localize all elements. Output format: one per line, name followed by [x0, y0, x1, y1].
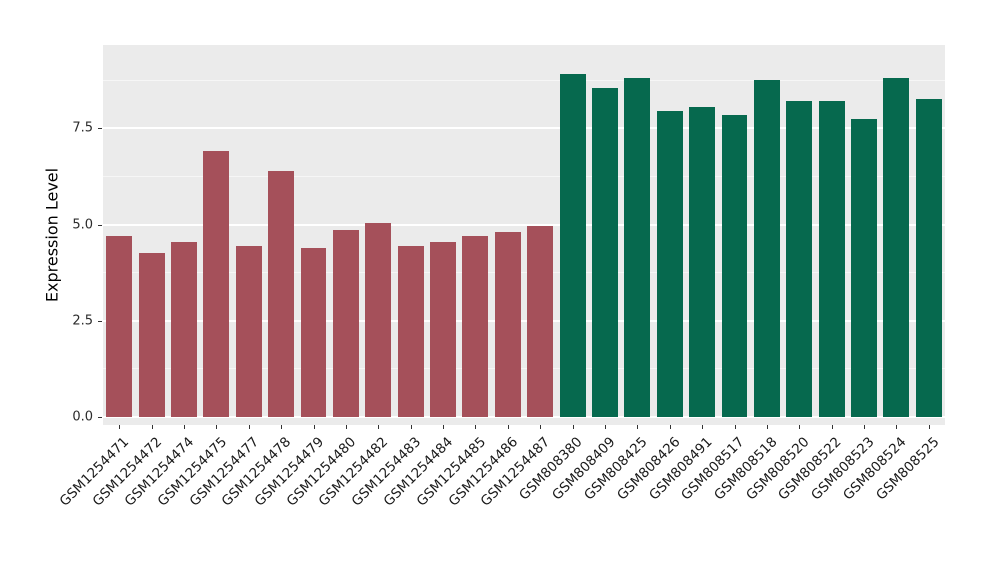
bar — [171, 241, 197, 417]
bar — [494, 232, 521, 417]
x-tick-mark — [637, 425, 639, 429]
x-tick-mark — [119, 425, 121, 429]
x-tick-mark — [183, 425, 185, 429]
bar — [527, 226, 554, 417]
x-tick-mark — [443, 425, 445, 429]
y-tick-mark — [98, 417, 102, 418]
x-tick-mark — [702, 425, 704, 429]
x-tick-mark — [928, 425, 930, 429]
x-tick-mark — [766, 425, 768, 429]
bar — [656, 110, 683, 417]
y-tick-label: 7.5 — [72, 120, 93, 136]
x-tick-mark — [410, 425, 412, 429]
x-tick-mark — [896, 425, 898, 429]
y-tick-label: 2.5 — [72, 313, 93, 329]
bar — [851, 118, 877, 417]
x-tick-mark — [507, 425, 509, 429]
x-tick-mark — [248, 425, 250, 429]
bar — [753, 80, 780, 417]
bar — [721, 114, 748, 417]
x-tick-mark — [572, 425, 574, 429]
major-gridline — [103, 223, 945, 226]
x-tick-mark — [734, 425, 736, 429]
bar — [268, 170, 295, 417]
bar — [883, 78, 910, 417]
x-tick-mark — [799, 425, 801, 429]
minor-gridline — [103, 272, 945, 274]
bar — [818, 101, 845, 417]
bar — [915, 99, 942, 417]
plot-panel — [103, 45, 945, 425]
y-tick-label: 5.0 — [72, 217, 93, 232]
y-tick-mark — [98, 224, 102, 226]
bar — [203, 151, 230, 417]
x-tick-mark — [281, 425, 283, 429]
bar — [300, 247, 327, 417]
x-tick-mark — [313, 425, 315, 429]
y-tick-mark — [98, 320, 102, 322]
x-tick-mark — [151, 425, 153, 429]
major-gridline — [103, 319, 945, 322]
bar — [365, 222, 392, 417]
x-tick-mark — [831, 425, 833, 429]
x-tick-mark — [216, 425, 218, 429]
minor-gridline — [103, 368, 945, 370]
y-axis-title-text: Expression Level — [42, 167, 62, 303]
bar — [592, 87, 618, 417]
bar — [559, 74, 586, 417]
bar — [332, 230, 359, 417]
minor-gridline — [103, 175, 945, 177]
x-tick-mark — [378, 425, 380, 429]
x-tick-mark — [604, 425, 606, 429]
bar — [624, 78, 651, 417]
bar — [106, 236, 133, 417]
bar — [462, 236, 489, 417]
minor-gridline — [103, 79, 945, 81]
x-tick-mark — [540, 425, 542, 429]
x-tick-mark — [345, 425, 347, 429]
bar — [138, 253, 165, 417]
x-tick-mark — [864, 425, 866, 429]
x-tick-mark — [475, 425, 477, 429]
bar — [689, 107, 716, 417]
major-gridline — [103, 127, 945, 130]
bar — [786, 101, 813, 417]
bar — [235, 245, 262, 417]
major-gridline — [103, 416, 945, 418]
bar — [430, 241, 456, 417]
y-tick-mark — [98, 128, 102, 130]
x-tick-mark — [669, 425, 671, 429]
y-tick-label: 0.0 — [72, 409, 93, 425]
bar — [397, 245, 424, 417]
